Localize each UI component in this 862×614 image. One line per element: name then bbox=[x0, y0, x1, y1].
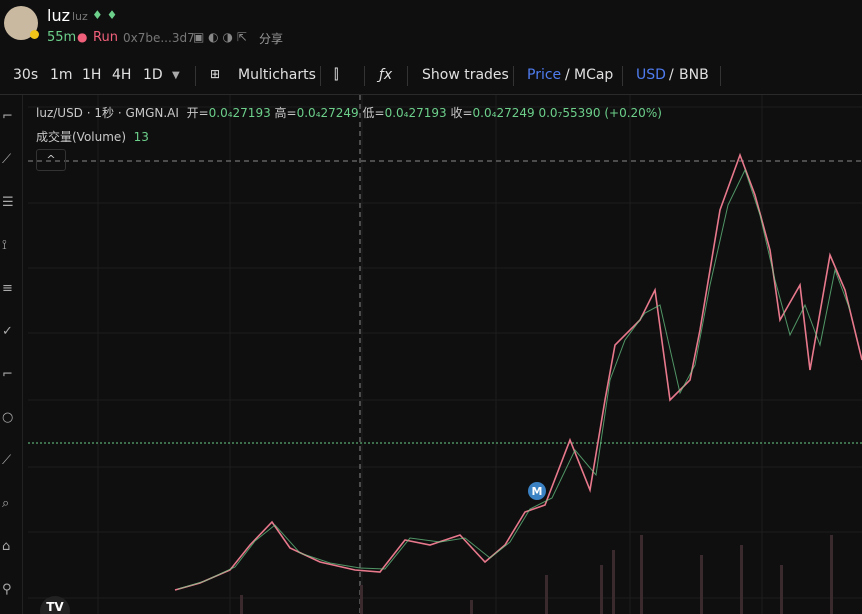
divider bbox=[0, 94, 862, 95]
open-label: 开= bbox=[186, 106, 209, 120]
marker[interactable] bbox=[528, 482, 546, 500]
token-name: luz bbox=[47, 6, 70, 25]
change-pct: (+0.20%) bbox=[604, 106, 662, 120]
high: 0.0₄27249 bbox=[296, 106, 359, 120]
price-path bbox=[174, 152, 862, 591]
separator bbox=[622, 66, 623, 86]
volume-label: 成交量(Volume) bbox=[36, 130, 126, 144]
interval[interactable]: 30s bbox=[13, 67, 39, 83]
symbol: luz/USD · 1秒 · GMGN.AI bbox=[36, 106, 179, 120]
mcap[interactable]: MCap bbox=[574, 67, 614, 83]
interval[interactable]: 4H bbox=[112, 67, 132, 83]
close: 0.0₄27249 bbox=[472, 106, 535, 120]
action-icons[interactable]: ▣ ◐ ◑ ⇱ bbox=[193, 30, 247, 44]
volume-bars bbox=[240, 535, 833, 614]
price-path-up bbox=[177, 168, 851, 590]
low-label: 低= bbox=[362, 106, 385, 120]
tag: Run bbox=[93, 30, 118, 45]
volume-legend: 成交量(Volume) 13 bbox=[36, 128, 149, 145]
interval[interactable]: 1m bbox=[50, 67, 73, 83]
low: 0.0₄27193 bbox=[384, 106, 447, 120]
interval[interactable]: 1H bbox=[82, 67, 102, 83]
tool-icons[interactable]: ⌐ ⟋ ☰ ⟟ ≡ ✓ ⌐ ○ ⟋ ⌕ ⌂ ⚲ bbox=[2, 109, 14, 597]
separator bbox=[407, 66, 408, 86]
show-trades[interactable]: Show trades bbox=[422, 67, 509, 83]
separator bbox=[195, 66, 196, 86]
indicator-icon[interactable]: ƒx bbox=[379, 67, 393, 83]
bnb[interactable]: BNB bbox=[679, 67, 709, 83]
dropdown[interactable]: ▼ bbox=[172, 70, 180, 81]
legend: luz/USD · 1秒 · GMGN.AI 开=0.0₄27193 高=0.0… bbox=[36, 104, 662, 121]
volume: 13 bbox=[133, 130, 149, 144]
price[interactable]: Price bbox=[527, 67, 562, 83]
multicharts-icon[interactable]: ⊞ bbox=[210, 67, 221, 81]
usd[interactable]: USD bbox=[636, 67, 666, 83]
chart-area: M bbox=[28, 95, 862, 614]
separator bbox=[320, 66, 321, 86]
icons: ♦ ♦ bbox=[92, 8, 118, 22]
multicharts[interactable]: Multicharts bbox=[238, 67, 316, 83]
tv-logo[interactable]: TV bbox=[40, 596, 70, 614]
grid bbox=[28, 95, 862, 614]
slash: / bbox=[565, 67, 570, 83]
separator bbox=[513, 66, 514, 86]
close-label: 收= bbox=[450, 106, 473, 120]
high-label: 高= bbox=[274, 106, 297, 120]
share[interactable]: 分享 bbox=[259, 32, 284, 46]
badge bbox=[30, 30, 39, 39]
candle-icon[interactable]: ⫿ bbox=[334, 67, 339, 83]
change: 0.0₇55390 bbox=[538, 106, 601, 120]
open: 0.0₄27193 bbox=[208, 106, 271, 120]
slash: / bbox=[669, 67, 674, 83]
separator bbox=[720, 66, 721, 86]
run-icon: ● bbox=[77, 30, 88, 44]
ticker: luz bbox=[72, 10, 88, 23]
side-toolbar: ⌐ ⟋ ☰ ⟟ ≡ ✓ ⌐ ○ ⟋ ⌕ ⌂ ⚲ bbox=[0, 95, 23, 614]
collapse-button[interactable]: ^ bbox=[36, 149, 66, 171]
interval[interactable]: 1D bbox=[143, 67, 163, 83]
address[interactable]: 0x7be...3d7 bbox=[123, 31, 195, 45]
separator bbox=[364, 66, 365, 86]
marker-label: M bbox=[532, 485, 543, 498]
age: 55m bbox=[47, 30, 77, 45]
